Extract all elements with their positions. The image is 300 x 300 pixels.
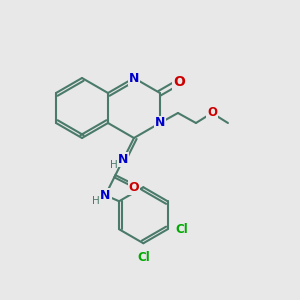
Text: N: N [118,153,128,166]
Text: N: N [100,189,110,202]
Text: Cl: Cl [175,223,188,236]
Text: Cl: Cl [137,251,150,264]
Text: H: H [92,196,100,206]
Text: O: O [207,106,217,119]
Text: H: H [110,160,118,170]
Text: O: O [173,75,185,89]
Text: O: O [129,181,139,194]
Text: N: N [155,116,165,130]
Text: N: N [129,71,139,85]
